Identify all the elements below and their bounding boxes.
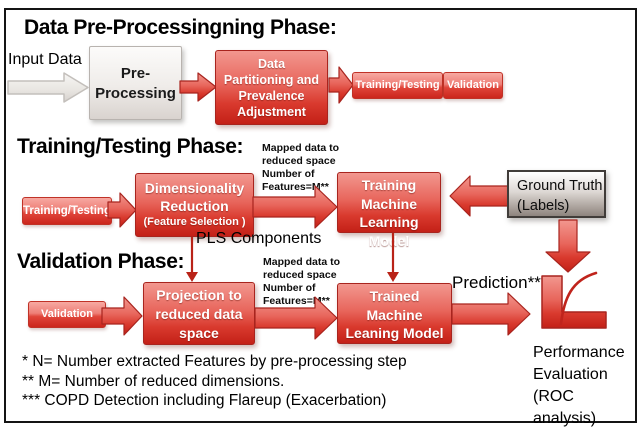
- training-model-line: Training: [361, 177, 417, 193]
- arrow-pre-to-partition-icon: [179, 72, 217, 102]
- pls-components-label: PLS Components: [196, 230, 322, 247]
- mapped-note-line: Features=M**: [263, 295, 330, 307]
- partition-box-line: Data: [257, 57, 286, 71]
- ground-truth-line: (Labels): [517, 198, 570, 214]
- ground-truth-box: Ground Truth (Labels): [507, 170, 606, 218]
- mapped-note-line: reduced space: [262, 155, 336, 167]
- partition-box-line: Adjustment: [237, 105, 306, 119]
- arrow-dimred-to-training-icon: [252, 185, 338, 229]
- validation-phase-heading: Validation Phase:: [17, 250, 185, 273]
- arrow-pls-down-icon: [186, 237, 198, 282]
- dim-reduction-box: Dimensionality Reduction (Feature Select…: [135, 173, 254, 237]
- dim-reduction-line: Reduction: [160, 198, 229, 214]
- mapped-note-line: Number of: [262, 168, 315, 180]
- dim-reduction-line: (Feature Selection ): [143, 216, 246, 228]
- arrow-trained-to-roc-icon: [451, 292, 531, 336]
- partition-box: Data Partitioning and Prevalence Adjustm…: [215, 50, 328, 125]
- prediction-label: Prediction***: [452, 273, 548, 292]
- arrow-projection-to-trained-icon: [254, 296, 338, 340]
- arrow-bar-to-projection-icon: [101, 296, 143, 336]
- projection-line: space: [179, 325, 219, 341]
- mapped-note-line: Number of: [263, 282, 316, 294]
- projection-line: Projection to: [156, 287, 242, 303]
- mapped-note-validation: Mapped data to reduced space Number of F…: [263, 256, 340, 308]
- projection-box: Projection to reduced data space: [143, 282, 255, 345]
- input-gray-arrow-icon: [7, 72, 89, 103]
- footnote-line: ** M= Number of reduced dimensions.: [22, 372, 285, 390]
- mapped-note-line: reduced space: [263, 269, 337, 281]
- mapped-note-line: Features=M**: [262, 181, 329, 193]
- ground-truth-line: Ground Truth: [517, 178, 603, 194]
- footnote-line: * N= Number extracted Features by pre-pr…: [22, 353, 407, 370]
- arrow-groundtruth-to-roc-icon: [545, 219, 591, 273]
- trained-model-box: Trained Machine Leaning Model: [337, 283, 452, 344]
- input-data-label: Input Data: [8, 51, 82, 68]
- arrow-groundtruth-to-training-icon: [449, 175, 509, 217]
- mapped-note-training: Mapped data to reduced space Number of F…: [262, 142, 339, 194]
- pre-phase-heading: Data Pre-Processingning Phase:: [24, 16, 337, 39]
- performance-caption-line: Evaluation: [533, 366, 608, 383]
- partition-box-line: Prevalence: [238, 89, 305, 103]
- figure-border: [4, 8, 637, 423]
- trained-model-line: Trained: [369, 288, 420, 304]
- output-bar-validation: Validation: [443, 72, 503, 99]
- arrow-partition-to-bars-icon: [328, 66, 354, 104]
- performance-caption-line: analysis): [533, 410, 597, 427]
- performance-caption: Performance Evaluation (ROC analysis): [533, 342, 625, 429]
- output-bar-training-testing: Training/Testing: [352, 72, 443, 99]
- trained-model-line: Machine: [366, 306, 423, 323]
- training-model-line: Learning Model: [359, 214, 419, 249]
- mapped-note-line: Mapped data to: [263, 256, 341, 268]
- partition-box-line: Partitioning and: [223, 73, 320, 87]
- footnote-line: *** COPD Detection including Flareup (Ex…: [22, 392, 387, 409]
- trained-model-line: Leaning Model: [345, 325, 444, 341]
- arrow-training-to-trained-icon: [387, 233, 399, 282]
- mapped-note-line: Mapped data to: [262, 142, 340, 154]
- footnotes: * N= Number extracted Features by pre-pr…: [22, 352, 407, 411]
- preprocessing-box-line: Pre-: [120, 65, 151, 82]
- preprocessing-box: Pre- Processing: [89, 46, 182, 120]
- performance-caption-line: (ROC: [533, 388, 574, 405]
- dim-reduction-line: Dimensionality: [144, 180, 245, 196]
- training-phase-heading: Training/Testing Phase:: [17, 135, 244, 158]
- projection-line: reduced data: [155, 306, 243, 322]
- roc-curve-icon: [541, 271, 607, 329]
- validation-input-bar: Validation: [28, 301, 106, 328]
- preprocessing-box-line: Processing: [95, 85, 176, 102]
- training-model-box: Training Machine Learning Model: [337, 172, 441, 249]
- performance-caption-line: Performance: [533, 344, 625, 361]
- arrow-bar-to-dimred-icon: [107, 192, 137, 228]
- training-model-line: Machine: [360, 195, 417, 212]
- training-input-bar: Training/Testing: [22, 197, 112, 225]
